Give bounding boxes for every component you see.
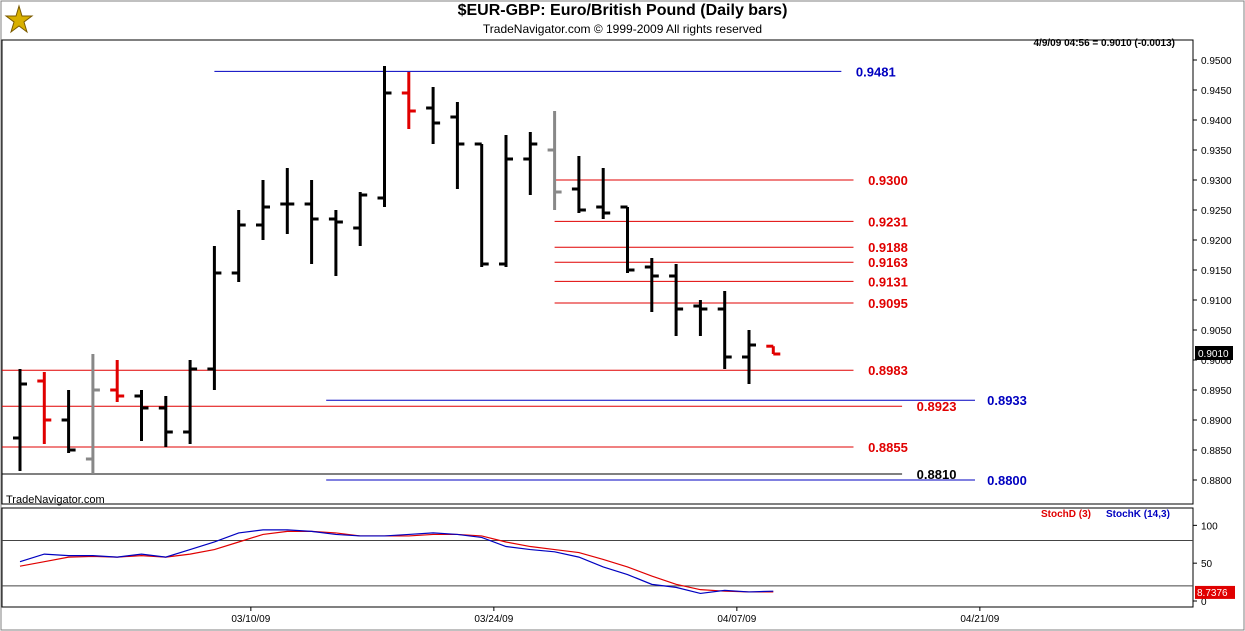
y-tick-label: 0.9050 (1201, 326, 1232, 337)
watermark: TradeNavigator.com (6, 494, 105, 506)
legend-stochk: StochK (14,3) (1106, 509, 1170, 520)
level-label: 0.8923 (917, 399, 957, 414)
y-tick-label: 0.9400 (1201, 116, 1232, 127)
stoch-d-line (19, 530, 774, 593)
level-label: 0.9188 (868, 240, 908, 255)
x-tick-label: 04/21/09 (960, 614, 999, 625)
x-tick-label: 04/07/09 (717, 614, 756, 625)
trade-navigator-logo-icon (4, 4, 34, 34)
stoch-value-label: 8.7376 (1197, 588, 1228, 599)
y-tick-label: 0.8800 (1201, 476, 1232, 487)
y-tick-label: 0.8850 (1201, 446, 1232, 457)
level-label: 0.8855 (868, 440, 908, 455)
level-label: 0.8933 (987, 393, 1027, 408)
y-tick-label: 0.9200 (1201, 236, 1232, 247)
level-label: 0.9481 (856, 64, 896, 79)
level-label: 0.9095 (868, 296, 908, 311)
price-pane-frame (1, 39, 1194, 505)
y-tick-label: 0.9500 (1201, 56, 1232, 67)
chart-title: $EUR-GBP: Euro/British Pound (Daily bars… (457, 2, 788, 19)
stoch-value-box (1195, 585, 1235, 599)
y-tick-label: 0.9350 (1201, 146, 1232, 157)
level-label: 0.8810 (917, 467, 957, 482)
level-label: 0.8983 (868, 363, 908, 378)
legend-stochd: StochD (3) (1041, 509, 1091, 520)
y-tick-label: 0.9000 (1201, 356, 1232, 367)
y-tick-label: 0.9100 (1201, 296, 1232, 307)
y-tick-label: 0.8900 (1201, 416, 1232, 427)
x-tick-label: 03/24/09 (474, 614, 513, 625)
y-tick-label: 0.9450 (1201, 86, 1232, 97)
current-price-box (1195, 346, 1233, 360)
y-tick-label: 0.9250 (1201, 206, 1232, 217)
stoch-y-tick-label: 100 (1201, 521, 1218, 532)
level-label: 0.9131 (868, 274, 908, 289)
level-label: 0.8800 (987, 473, 1027, 488)
y-tick-label: 0.8950 (1201, 386, 1232, 397)
stoch-y-tick-label: 0 (1201, 597, 1207, 608)
y-tick-label: 0.9150 (1201, 266, 1232, 277)
chart-subtitle: TradeNavigator.com © 1999-2009 All right… (482, 22, 763, 36)
level-label: 0.9163 (868, 255, 908, 270)
stoch-k-line (19, 529, 774, 595)
price-readout: 4/9/09 04:56 = 0.9010 (-0.0013) (1033, 38, 1176, 49)
x-tick-label: 03/10/09 (231, 614, 270, 625)
stoch-pane-frame (1, 507, 1194, 608)
stoch-y-tick-label: 50 (1201, 559, 1213, 570)
level-label: 0.9231 (868, 214, 908, 229)
level-label: 0.9300 (868, 173, 908, 188)
current-price-label: 0.9010 (1198, 349, 1229, 360)
y-tick-label: 0.9300 (1201, 176, 1232, 187)
